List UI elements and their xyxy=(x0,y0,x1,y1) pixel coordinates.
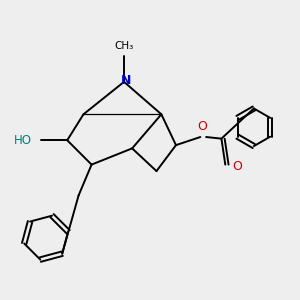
Text: O: O xyxy=(197,120,207,133)
Text: N: N xyxy=(121,74,131,87)
Text: O: O xyxy=(232,160,242,173)
Text: HO: HO xyxy=(14,134,32,147)
Text: CH₃: CH₃ xyxy=(114,41,134,51)
